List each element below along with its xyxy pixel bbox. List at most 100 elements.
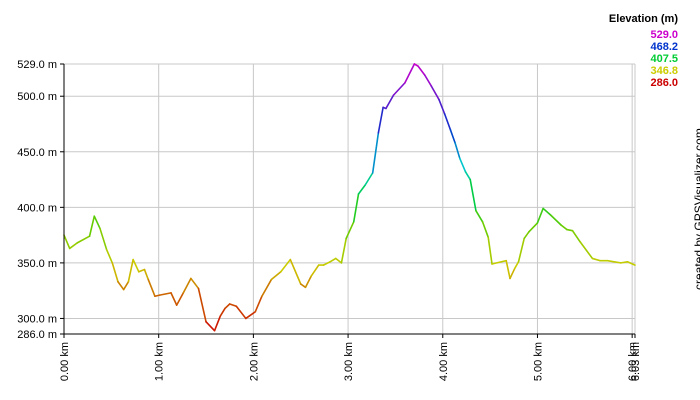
elevation-segment [566,228,574,232]
elevation-segment [182,277,192,294]
elevation-segment [357,184,366,195]
elevation-segment [464,170,472,181]
elevation-segment [404,63,416,84]
elevation-segment [76,235,91,244]
x-axis-ticks: 0.00 km 1.00 km 2.00 km 3.00 km 4.00 km 5.00 … [59,334,642,381]
x-tick-label: 2.00 km [248,342,260,381]
elevation-segment [322,260,331,266]
elevation-segment [299,283,307,289]
elevation-segment [591,257,601,262]
elevation-segment [430,85,440,101]
elevation-segment [304,275,312,289]
y-tick-label: 300.0 m [17,313,57,325]
elevation-segment [68,242,79,250]
elevation-segment [619,260,629,264]
x-tick-label: 5.00 km [532,342,544,381]
elevation-segment [513,260,520,270]
grid-lines [63,63,636,335]
elevation-segment [213,315,222,332]
x-tick-label: 6.03 km [630,342,642,381]
elevation-legend: Elevation (m) 529.0 468.2 407.5 346.8 286.0 [609,13,678,89]
elevation-segment [377,106,384,134]
elevation-segment [105,248,114,264]
elevation-segment [626,260,636,266]
elevation-segment [99,227,108,251]
elevation-segment [334,257,343,264]
elevation-segment [132,258,140,273]
elevation-segment [147,278,156,298]
elevation-segment [197,287,207,323]
x-tick-label: 4.00 km [438,342,450,381]
elevation-segment [542,207,552,216]
elevation-segment [205,320,216,332]
elevation-segment [93,215,101,230]
elevation-segment [175,292,185,306]
x-tick-label: 6.00 km [627,342,639,381]
watermark-credit: created by GPSVisualizer.com [692,128,700,290]
elevation-segment [310,264,320,278]
elevation-segment [392,82,406,96]
elevation-segment [417,65,426,76]
elevation-segment [371,132,380,174]
elevation-segment [127,258,134,283]
x-tick-label: 3.00 km [343,342,355,381]
elevation-segment [122,280,130,291]
elevation-segment [469,178,477,212]
legend-entry: 286.0 [650,77,678,89]
elevation-segment [606,259,615,263]
elevation-segment [117,280,125,291]
elevation-segment [487,236,493,265]
elevation-segment [385,94,395,110]
elevation-segment [63,234,71,250]
elevation-segment [270,270,282,281]
elevation-segment [423,74,433,88]
elevation-segment [364,172,374,186]
elevation-segment [254,295,263,313]
elevation-segment [579,240,594,260]
legend-entry: 529.0 [650,29,678,41]
elevation-segment [536,207,544,224]
elevation-segment [154,294,161,298]
legend-entry: 346.8 [650,65,678,77]
elevation-segment [613,260,622,264]
elevation-segment [245,310,257,320]
elevation-segment [88,215,96,238]
elevation-segment [517,237,526,263]
elevation-segment [571,229,581,243]
legend-title: Elevation (m) [608,13,678,25]
elevation-segment [228,303,238,308]
y-tick-label: 500.0 m [17,91,57,103]
elevation-segment [505,259,511,280]
x-tick-label: 1.00 km [154,342,166,381]
y-tick-label: 400.0 m [17,202,57,214]
elevation-segment [475,209,484,223]
elevation-segment [170,292,178,306]
elevation-segment [509,267,516,280]
elevation-segment [158,292,172,296]
elevation-segment [329,257,337,263]
elevation-segment [459,157,467,173]
elevation-segment [491,260,503,265]
elevation-segment [340,237,347,264]
elevation-segment [443,113,452,131]
elevation-segment [352,193,360,223]
y-tick-label: 350.0 m [17,258,57,270]
elevation-segment [454,142,461,160]
elevation-profile [63,63,636,332]
elevation-segment [219,307,226,318]
elevation-segment [549,214,562,226]
y-axis-ticks: 529.0 m 500.0 m 450.0 m 400.0 m 350.0 m 300.0… [17,59,64,341]
elevation-segment [138,268,146,273]
plot-axes [63,64,635,335]
y-tick-label: 450.0 m [17,147,57,159]
elevation-segment [523,230,530,240]
elevation-segment [449,128,456,144]
elevation-segment [289,258,302,285]
y-tick-label: 286.0 m [17,329,57,341]
elevation-segment [235,305,247,320]
elevation-segment [190,277,200,290]
elevation-segment [224,303,231,310]
legend-entries: 529.0 468.2 407.5 346.8 286.0 [609,29,678,89]
elevation-segment [481,220,490,239]
